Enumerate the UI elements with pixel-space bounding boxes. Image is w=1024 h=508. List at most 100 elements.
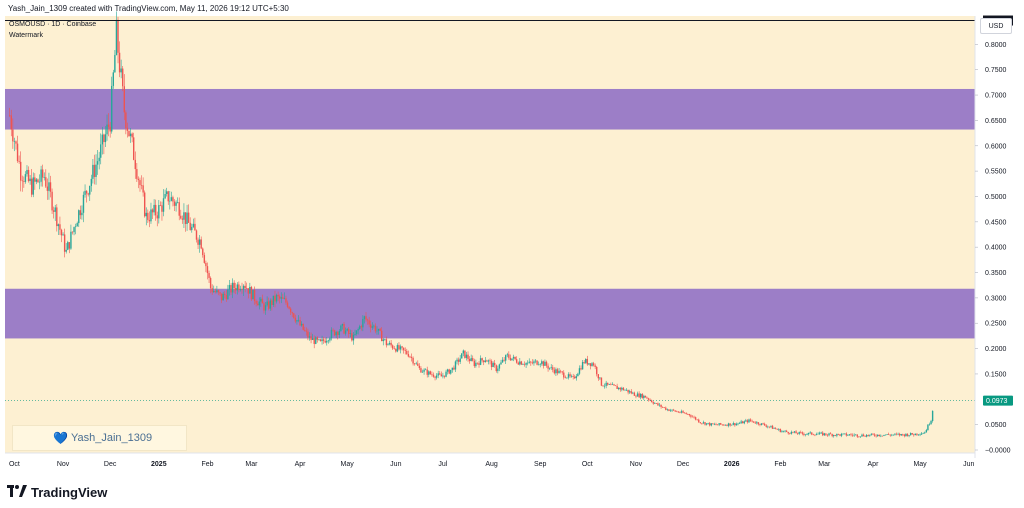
candle-body	[638, 393, 640, 398]
candle-body	[795, 431, 797, 434]
candle-body	[685, 413, 687, 414]
candle-body	[216, 290, 218, 293]
candle-body	[54, 207, 56, 212]
candle-body	[87, 193, 89, 195]
candle-body	[589, 363, 592, 366]
candle-body	[316, 337, 319, 340]
candle-body	[78, 210, 80, 224]
candle-body	[131, 133, 133, 138]
candle-body	[250, 286, 253, 300]
candle-body	[911, 433, 913, 435]
candle-body	[46, 186, 49, 191]
candle-body	[228, 285, 231, 290]
x-tick-label: Dec	[677, 461, 690, 468]
candle-body	[902, 433, 904, 435]
candle-body	[30, 178, 33, 195]
candle-body	[351, 333, 353, 341]
candle-body	[607, 382, 609, 385]
candle-body	[305, 330, 308, 332]
candle-body	[158, 205, 160, 219]
candle-body	[384, 339, 386, 340]
candle-body	[534, 360, 537, 362]
candle-body	[450, 369, 452, 374]
watermark-box: 💙 Yash_Jain_1309	[12, 425, 187, 451]
candle-body	[884, 434, 887, 436]
candle-body	[768, 426, 771, 428]
candle-body	[539, 363, 541, 365]
candle-body	[123, 86, 125, 113]
candle-body	[909, 433, 912, 436]
candle-body	[917, 434, 920, 436]
candle-body	[104, 134, 107, 143]
last-price-tag	[983, 395, 1013, 406]
candle-body	[446, 369, 449, 372]
candle-body	[919, 434, 921, 436]
candle-body	[478, 363, 480, 365]
candle-body	[878, 434, 880, 436]
candle-body	[154, 204, 157, 216]
candle-body	[89, 185, 91, 195]
candle-body	[129, 133, 132, 137]
candle-body	[814, 434, 816, 436]
candle-body	[586, 358, 589, 365]
candle-body	[580, 368, 582, 370]
candle-body	[429, 371, 432, 375]
candle-body	[597, 374, 600, 379]
candle-body	[191, 226, 193, 231]
candle-body	[377, 328, 380, 331]
candle-body	[434, 376, 436, 378]
candle-body	[661, 406, 664, 408]
candle-body	[257, 303, 259, 306]
candle-body	[492, 362, 494, 368]
candle-body	[688, 414, 691, 416]
candle-body	[395, 349, 397, 352]
candle-body	[483, 360, 485, 363]
candle-body	[927, 424, 929, 431]
candle-body	[713, 424, 716, 425]
candle-body	[404, 350, 406, 351]
candle-body	[833, 435, 835, 437]
candle-body	[553, 369, 556, 374]
candle-body	[599, 377, 601, 379]
candle-body	[148, 219, 151, 222]
supply-zone-1[interactable]	[5, 288, 975, 339]
candle-body	[451, 367, 454, 370]
candle-body	[679, 412, 681, 413]
candle-body	[418, 365, 421, 369]
candle-body	[657, 403, 659, 406]
candle-body	[655, 403, 658, 404]
candle-body	[572, 375, 574, 377]
candle-body	[790, 431, 793, 434]
candle-body	[515, 359, 518, 363]
candle-body	[748, 419, 750, 423]
candle-body	[390, 342, 392, 346]
candle-body	[683, 412, 686, 414]
candle-body	[709, 422, 711, 426]
candle-body	[12, 129, 14, 142]
candle-body	[164, 194, 166, 199]
candle-body	[514, 356, 516, 360]
candle-body	[870, 433, 873, 435]
candle-body	[552, 367, 554, 370]
candle-body	[246, 288, 248, 289]
candle-body	[592, 363, 595, 366]
tradingview-brand[interactable]: TradingView	[7, 485, 107, 500]
candle-body	[373, 325, 375, 327]
candle-body	[272, 295, 275, 306]
candle-body	[858, 436, 860, 438]
supply-zone-0[interactable]	[5, 88, 975, 130]
candle-body	[490, 361, 493, 368]
candle-body	[472, 358, 474, 361]
candle-body	[376, 330, 378, 332]
candle-body	[614, 385, 617, 387]
candle-body	[173, 201, 176, 206]
candle-body	[757, 422, 760, 425]
candle-body	[180, 215, 182, 219]
currency-selector[interactable]: USD	[980, 18, 1012, 34]
candle-body	[762, 423, 764, 424]
candle-body	[658, 404, 661, 406]
candle-body	[40, 169, 42, 182]
candle-body	[825, 433, 827, 435]
x-tick-label: 2026	[724, 461, 740, 468]
